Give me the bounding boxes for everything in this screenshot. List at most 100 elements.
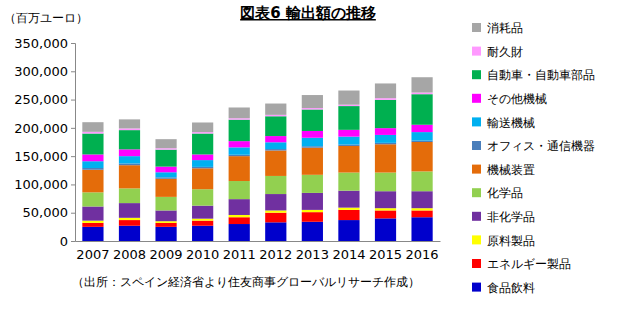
bar <box>265 142 286 149</box>
y-tick-mark <box>71 128 75 129</box>
y-tick-label: 300,000 <box>14 64 68 79</box>
bar <box>119 226 140 241</box>
y-tick: 0 <box>60 234 75 249</box>
legend-label: 消耗品 <box>487 21 523 35</box>
bar <box>265 222 286 241</box>
x-tick: 2015 <box>369 247 402 262</box>
bar <box>229 215 250 217</box>
bar <box>411 77 432 92</box>
x-tick-label: 2015 <box>369 247 402 262</box>
bar <box>229 181 250 199</box>
bar <box>155 150 176 167</box>
x-tick: 2009 <box>150 247 183 262</box>
legend-label: エネルギー製品 <box>487 257 571 271</box>
legend-swatch <box>472 141 481 150</box>
legend-swatch <box>472 70 481 79</box>
bar <box>411 93 432 95</box>
bar <box>411 171 432 191</box>
bar <box>411 141 432 142</box>
bar <box>338 173 359 191</box>
x-tick-label: 2010 <box>186 247 219 262</box>
legend-item: 原料製品 <box>472 234 535 248</box>
bar <box>192 167 213 168</box>
y-tick: 250,000 <box>14 92 75 107</box>
legend-item: 耐久財 <box>472 45 523 59</box>
legend-swatch <box>472 47 481 56</box>
bar <box>119 130 140 149</box>
bar <box>192 154 213 160</box>
y-tick-mark <box>71 213 75 214</box>
bar <box>338 137 359 145</box>
chart: 図表6 輸出額の推移（百万ユーロ）（出所：スペイン経済省より住友商事グローバルリ… <box>0 0 617 309</box>
bar <box>155 139 176 148</box>
bar <box>338 106 359 130</box>
bar <box>192 226 213 241</box>
bar <box>119 165 140 188</box>
x-tick-label: 2012 <box>259 247 292 262</box>
bar <box>192 168 213 189</box>
x-tick: 2008 <box>113 247 146 262</box>
legend-swatch <box>472 283 481 292</box>
bar <box>265 149 286 150</box>
bar <box>82 168 103 170</box>
bar-series <box>82 93 432 150</box>
x-tick: 2016 <box>406 247 439 262</box>
legend-label: 輸送機械 <box>487 116 535 130</box>
x-axis-line <box>76 241 441 242</box>
bar <box>192 160 213 167</box>
bar <box>265 213 286 223</box>
y-tick-label: 150,000 <box>14 149 68 164</box>
title: 図表6 輸出額の推移 <box>240 4 376 22</box>
bar <box>119 203 140 218</box>
bar <box>119 218 140 220</box>
bar <box>338 208 359 210</box>
bar <box>119 163 140 165</box>
x-tick-label: 2016 <box>406 247 439 262</box>
source-note: （出所：スペイン経済省より住友商事グローバルリサーチ作成） <box>72 275 420 289</box>
bar <box>338 91 359 105</box>
y-tick-label: 250,000 <box>14 92 68 107</box>
bar <box>338 220 359 241</box>
bar <box>411 210 432 217</box>
bar <box>229 217 250 224</box>
x-axis: 2007200820092010201120122013201420152016 <box>76 242 441 263</box>
bar <box>375 218 396 241</box>
bar-series <box>82 125 432 173</box>
bar-series <box>82 142 432 197</box>
bar <box>302 146 323 147</box>
bar <box>155 148 176 149</box>
bar <box>302 109 323 130</box>
bar <box>302 193 323 210</box>
bar <box>82 227 103 241</box>
bar <box>192 122 213 132</box>
bar <box>375 173 396 192</box>
bar <box>155 210 176 221</box>
bar <box>155 227 176 241</box>
y-tick: 100,000 <box>14 177 75 192</box>
bar <box>375 135 396 143</box>
y-tick-mark <box>71 43 75 44</box>
legend-label: 非化学品 <box>487 210 535 224</box>
legend-item: オフィス・通信機器 <box>472 139 595 153</box>
legend-swatch <box>472 23 481 32</box>
bar <box>192 134 213 155</box>
legend-label: 化学品 <box>487 186 523 200</box>
y-tick: 50,000 <box>23 205 76 220</box>
bar <box>229 141 250 147</box>
bar <box>119 128 140 130</box>
y-tick-mark <box>71 100 75 101</box>
bar <box>82 154 103 161</box>
y-tick: 150,000 <box>14 149 75 164</box>
y-tick-label: 0 <box>60 234 68 249</box>
bar <box>155 177 176 178</box>
bar <box>302 95 323 108</box>
bar <box>192 221 213 226</box>
legend-label: 自動車・自動車部品 <box>487 68 595 82</box>
bar <box>411 217 432 241</box>
bar <box>119 188 140 203</box>
legend-item: 自動車・自動車部品 <box>472 68 595 82</box>
bar <box>338 105 359 106</box>
bar <box>411 132 432 140</box>
y-axis: 050,000100,000150,000200,000250,000300,0… <box>14 36 75 249</box>
bar <box>375 144 396 172</box>
